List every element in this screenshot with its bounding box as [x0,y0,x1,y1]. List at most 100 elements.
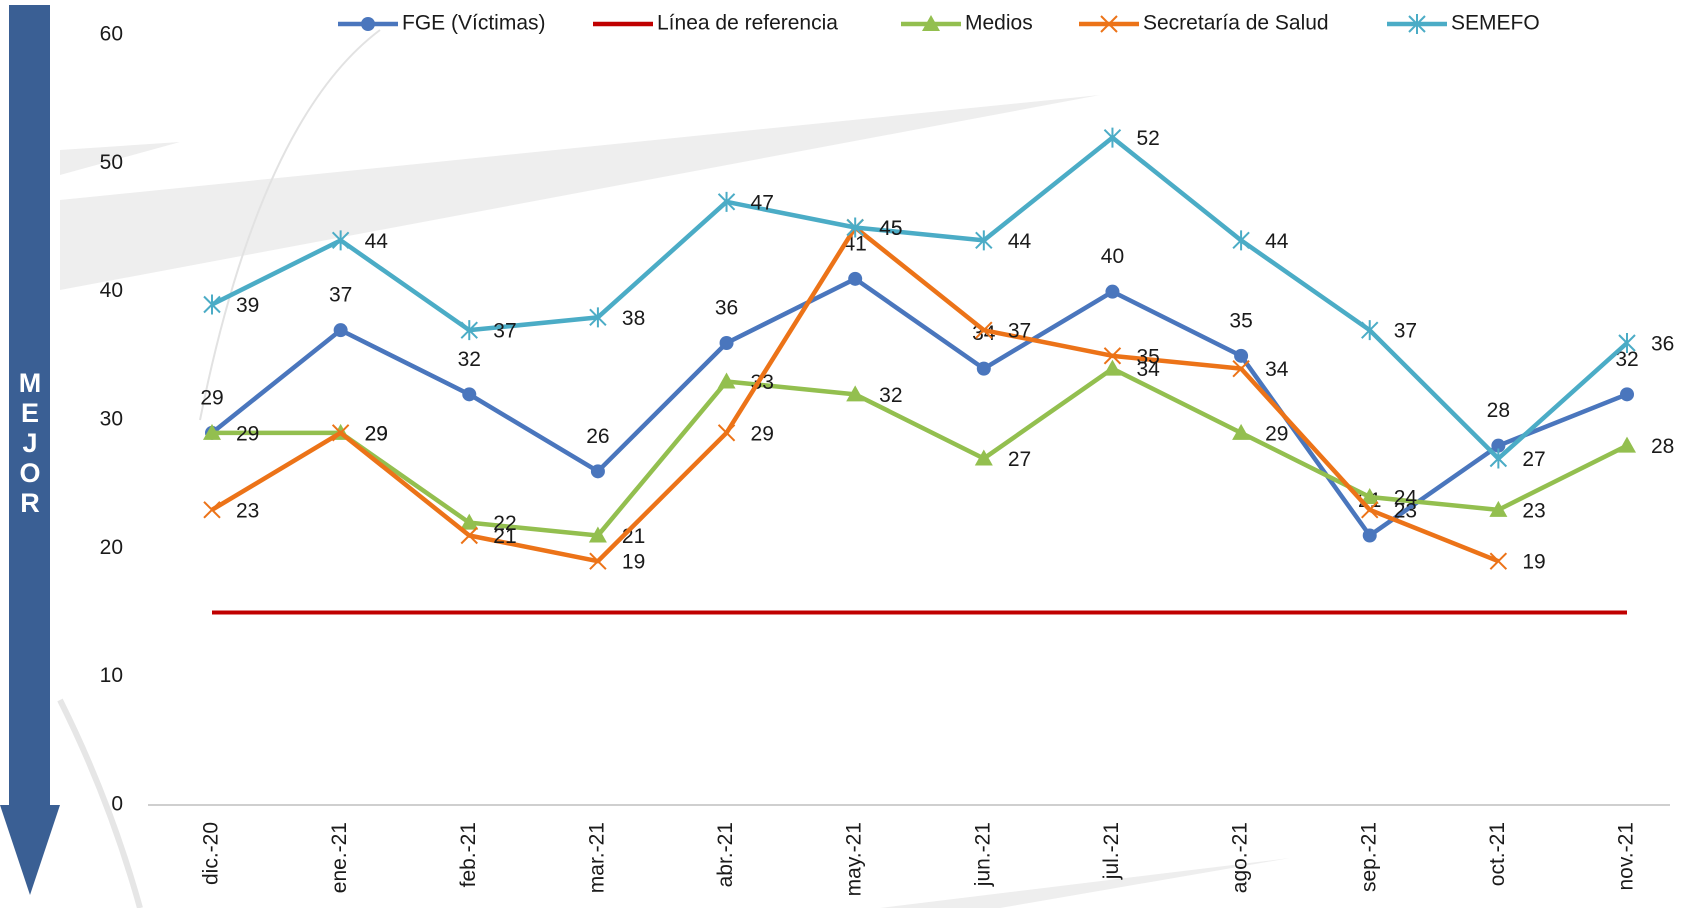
legend-label: Línea de referencia [657,12,838,35]
marker [922,15,940,31]
marker [462,387,477,402]
data-label: 29 [236,422,259,445]
data-label: 37 [1008,320,1031,343]
marker [1489,552,1508,570]
data-label: 28 [1487,399,1510,422]
marker [1232,230,1250,251]
data-label: 23 [1394,499,1417,522]
data-label: 29 [751,422,774,445]
data-label: 44 [365,230,389,253]
legend-item: Línea de referencia [593,12,838,35]
data-label: 32 [1615,348,1638,371]
marker [588,526,607,543]
marker [846,217,864,238]
x-tick-label: dic.-20 [200,822,223,885]
data-label: 21 [493,525,516,548]
data-label: 45 [879,217,902,240]
y-tick-label: 0 [111,793,123,816]
y-tick-label: 10 [100,664,123,687]
x-tick-label: abr.-21 [714,822,737,887]
data-label: 45 [879,217,902,240]
data-label: 22 [493,512,516,535]
data-label: 37 [493,320,516,343]
data-label: 19 [622,551,645,574]
marker [848,271,863,286]
data-label: 27 [1008,448,1031,471]
data-label: 39 [236,294,259,317]
legend-label: Medios [965,12,1033,35]
series-line [212,366,1629,538]
arrow-shaft [9,5,50,810]
marker [1361,320,1379,341]
data-label: 23 [1522,499,1545,522]
marker [1620,387,1634,402]
marker [717,372,736,389]
arrow-head [0,805,60,895]
data-label: 29 [365,422,388,445]
marker [203,501,221,519]
legend-item: Secretaría de Salud [1079,12,1329,35]
marker [1361,501,1379,519]
data-label: 44 [1265,230,1289,253]
x-tick-label: oct.-21 [1486,822,1509,886]
marker [1103,127,1122,148]
data-label: 29 [365,422,388,445]
x-tick-label: mar.-21 [585,822,608,893]
marker [975,230,993,251]
data-label: 28 [1651,435,1674,458]
marker [1105,284,1120,299]
marker [589,552,607,570]
x-tick-label: may.-21 [843,822,866,896]
data-label: 29 [200,386,223,409]
legend-item: Medios [901,12,1033,35]
marker [717,191,736,212]
marker [460,526,478,545]
marker [1491,438,1506,453]
data-label: 34 [1136,358,1160,381]
data-label: 32 [458,348,481,371]
marker [1618,436,1636,453]
y-tick-label: 40 [100,279,123,302]
marker [590,464,605,479]
y-tick-label: 60 [100,23,123,46]
data-label: 29 [1265,422,1288,445]
marker [203,294,221,315]
legend-label: SEMEFO [1451,12,1540,35]
marker [1232,423,1251,440]
marker [1362,528,1377,543]
data-label: 23 [236,499,259,522]
x-tick-label: ago.-21 [1229,822,1252,893]
data-label: 36 [1651,333,1674,356]
data-label: 26 [586,425,609,448]
y-tick-label: 20 [100,536,123,559]
x-tick-label: ene.-21 [328,822,351,893]
marker [203,423,221,440]
marker [846,385,865,402]
x-tick-label: feb.-21 [457,822,480,887]
data-label: 27 [1522,448,1545,471]
marker [333,323,348,338]
marker [331,424,350,442]
x-tick-label: jul.-21 [1100,822,1123,880]
data-label: 37 [1394,320,1417,343]
data-label: 47 [751,191,774,214]
data-label: 52 [1136,127,1159,150]
marker [460,513,479,530]
marker [1489,448,1508,469]
legend-label: Secretaría de Salud [1143,12,1329,35]
data-label: 32 [879,384,902,407]
data-label: 24 [1394,487,1418,510]
marker [1489,500,1508,517]
marker [976,361,991,376]
data-label: 35 [1136,345,1159,368]
marker [1232,359,1250,378]
marker [589,307,607,328]
data-label: 44 [1008,230,1032,253]
y-tick-label: 50 [100,151,123,174]
data-label: 34 [1265,358,1289,381]
